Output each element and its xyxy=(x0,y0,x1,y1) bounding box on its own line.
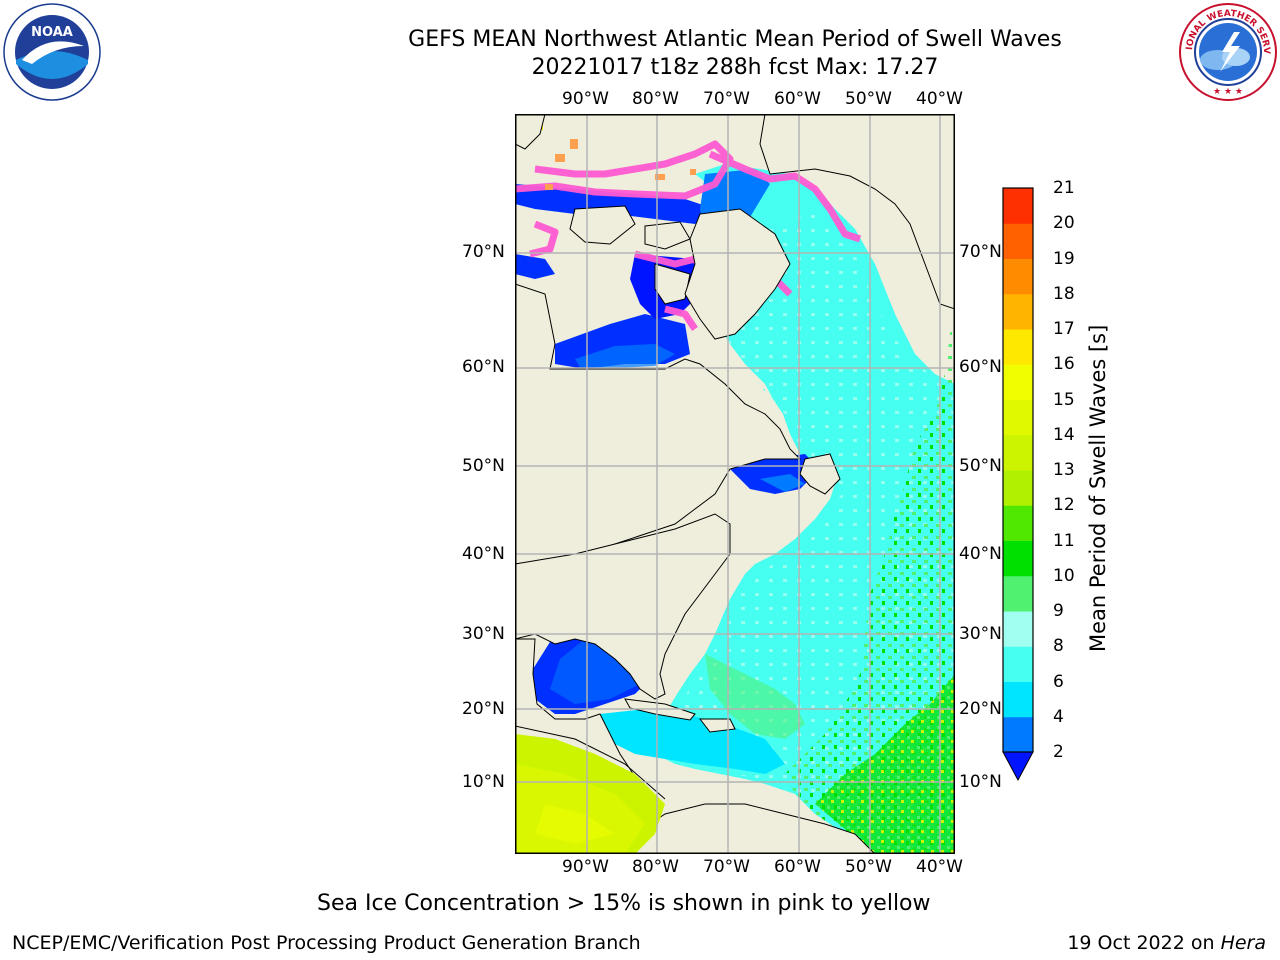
colorbar-tick-label: 6 xyxy=(1053,671,1064,692)
colorbar-segment xyxy=(1003,575,1033,612)
colorbar-segment xyxy=(1003,540,1033,577)
colorbar-tick-label: 18 xyxy=(1053,283,1075,304)
lat-label-right: 60°N xyxy=(959,357,1002,377)
colorbar xyxy=(1002,187,1034,782)
colorbar-frame xyxy=(1002,187,1034,753)
colorbar-tick-label: 8 xyxy=(1053,636,1064,657)
arctic-channels xyxy=(515,184,715,224)
lat-label-left: 20°N xyxy=(462,699,505,719)
colorbar-segment xyxy=(1003,505,1033,541)
colorbar-tick-label: 4 xyxy=(1053,706,1064,727)
lat-label-right: 40°N xyxy=(959,544,1002,564)
lat-label-right: 30°N xyxy=(959,624,1002,644)
nws-logo: NATIONAL WEATHER SERVICE ★ ★ ★ xyxy=(1178,2,1277,101)
colorbar-tick-label: 20 xyxy=(1053,213,1075,234)
sea-ice xyxy=(514,140,862,331)
lon-label-bottom: 40°W xyxy=(916,857,963,877)
map-subtitle: 20221017 t18z 288h fcst Max: 17.27 xyxy=(531,55,939,80)
lat-label-left: 60°N xyxy=(462,357,505,377)
noaa-logo-text: NOAA xyxy=(31,25,73,40)
colorbar-segment xyxy=(1003,293,1033,330)
colorbar-tick-label: 21 xyxy=(1053,178,1075,198)
colorbar-tick-label: 15 xyxy=(1053,389,1075,410)
colorbar-segment xyxy=(1003,681,1033,718)
lon-label-bottom: 90°W xyxy=(562,857,609,877)
colorbar-tick-label: 12 xyxy=(1053,495,1075,516)
noaa-logo: NOAA xyxy=(3,3,101,101)
colorbar-segment xyxy=(1003,364,1033,400)
lat-label-left: 70°N xyxy=(462,242,505,262)
colorbar-ticks: 2 4 6 8 9 10 11 12 13 14 15 16 17 18 19 20 21 xyxy=(1045,178,1085,779)
colorbar-segment xyxy=(1003,470,1033,506)
colorbar-tick-label: 11 xyxy=(1053,530,1075,551)
colorbar-tick-label: 2 xyxy=(1053,742,1064,762)
lat-label-right: 70°N xyxy=(959,242,1002,262)
map-title: GEFS MEAN Northwest Atlantic Mean Period… xyxy=(408,27,1062,52)
long-swell-area xyxy=(785,304,955,854)
colorbar-label: Mean Period of Swell Waves [s] xyxy=(1086,324,1110,652)
colorbar-segment xyxy=(1003,716,1033,753)
lon-label-top: 70°W xyxy=(703,89,750,109)
colorbar-segments xyxy=(1003,188,1033,753)
footer-date-text: 19 Oct 2022 on xyxy=(1067,932,1221,954)
lon-label-top: 50°W xyxy=(845,89,892,109)
colorbar-segment xyxy=(1003,399,1033,436)
colorbar-tick-label: 13 xyxy=(1053,460,1075,480)
colorbar-under-arrow xyxy=(1002,751,1034,782)
lat-label-right: 10°N xyxy=(959,772,1002,792)
lat-label-left: 10°N xyxy=(462,772,505,792)
colorbar-segment xyxy=(1003,329,1033,365)
lon-label-top: 60°W xyxy=(774,89,821,109)
lat-label-left: 50°N xyxy=(462,456,505,476)
colorbar-tick-label: 9 xyxy=(1053,601,1064,621)
footer-credit: NCEP/EMC/Verification Post Processing Pr… xyxy=(12,932,641,954)
footer-date: 19 Oct 2022 on Hera xyxy=(1067,932,1266,954)
svg-text:★ ★ ★: ★ ★ ★ xyxy=(1213,87,1243,97)
colorbar-tick-label: 16 xyxy=(1053,354,1075,375)
map-frame xyxy=(515,114,955,854)
lon-label-top: 90°W xyxy=(562,89,609,109)
lat-label-right: 50°N xyxy=(959,456,1002,476)
lon-label-bottom: 50°W xyxy=(845,857,892,877)
colorbar-tick-label: 17 xyxy=(1053,319,1075,339)
lon-label-bottom: 60°W xyxy=(774,857,821,877)
colorbar-segment xyxy=(1003,223,1033,259)
colorbar-segment xyxy=(1003,646,1033,682)
lat-label-left: 40°N xyxy=(462,544,505,564)
lon-label-top: 40°W xyxy=(916,89,963,109)
caribbean-sea xyxy=(600,709,785,774)
colorbar-tick-label: 19 xyxy=(1053,248,1075,269)
colorbar-segment xyxy=(1003,611,1033,647)
map-panel xyxy=(514,113,956,855)
lat-label-left: 30°N xyxy=(462,624,505,644)
colorbar-tick-label: 10 xyxy=(1053,565,1075,586)
lat-label-right: 20°N xyxy=(959,699,1002,719)
colorbar-tick-label: 14 xyxy=(1053,424,1075,445)
lon-label-bottom: 70°W xyxy=(703,857,750,877)
footer-machine: Hera xyxy=(1220,932,1266,954)
sea-ice-note: Sea Ice Concentration > 15% is shown in … xyxy=(317,891,931,916)
colorbar-segment xyxy=(1003,188,1033,224)
lon-label-top: 80°W xyxy=(632,89,679,109)
swell-period-map xyxy=(514,113,956,855)
graticule xyxy=(515,114,955,854)
lon-label-bottom: 80°W xyxy=(632,857,679,877)
colorbar-segment xyxy=(1003,434,1033,471)
colorbar-segment xyxy=(1003,258,1033,295)
